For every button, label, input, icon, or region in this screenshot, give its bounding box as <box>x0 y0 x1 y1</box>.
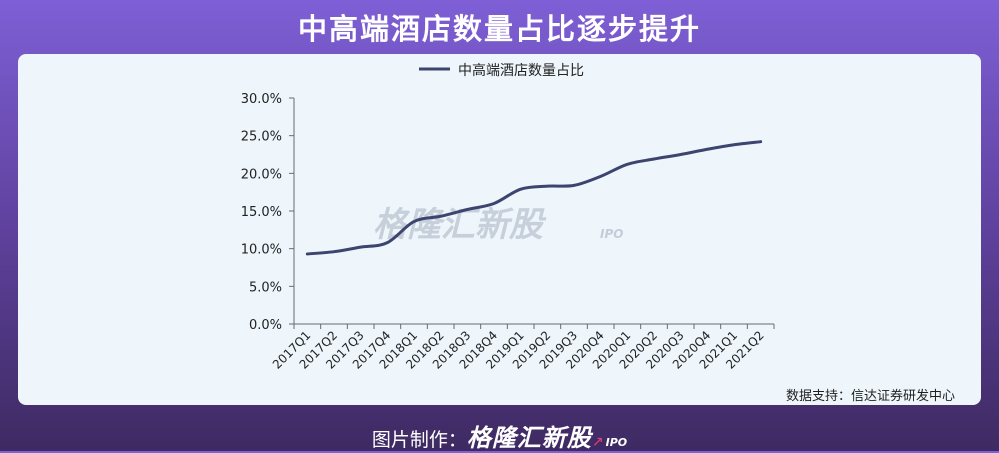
footer-label: 图片制作： <box>372 429 467 451</box>
page-title: 中高端酒店数量占比逐步提升 <box>0 6 999 48</box>
y-tick-label: 20.0% <box>241 167 282 182</box>
y-tick-label: 10.0% <box>241 243 282 258</box>
footer-brand-sub: IPO <box>606 436 628 449</box>
chart-legend: 中高端酒店数量占比 <box>419 62 584 79</box>
x-ticks: 2017Q12017Q22017Q32017Q42018Q12018Q22018… <box>270 324 774 372</box>
watermark-sub: IPO <box>600 227 623 241</box>
source-note: 数据支持：信达证券研发中心 <box>786 388 955 404</box>
y-tick-label: 0.0% <box>249 318 282 333</box>
legend-label: 中高端酒店数量占比 <box>458 62 584 79</box>
y-tick-label: 15.0% <box>241 205 282 220</box>
y-tick-label: 30.0% <box>241 92 282 107</box>
trend-arrow-icon: ↗ <box>592 434 604 450</box>
y-tick-label: 5.0% <box>249 280 282 295</box>
footer: 图片制作：格隆汇新股↗IPO <box>0 418 999 453</box>
chart-panel: 中高端酒店数量占比 格隆汇新股 IPO 0.0%5.0%10.0%15.0%20… <box>18 54 981 405</box>
line-chart: 中高端酒店数量占比 格隆汇新股 IPO 0.0%5.0%10.0%15.0%20… <box>18 54 981 405</box>
footer-brand: 格隆汇新股 <box>467 424 592 452</box>
y-tick-label: 25.0% <box>241 130 282 145</box>
y-ticks: 0.0% 5.0% 10.0% 15.0% 20.0% 25.0% 30.0% <box>241 92 294 333</box>
